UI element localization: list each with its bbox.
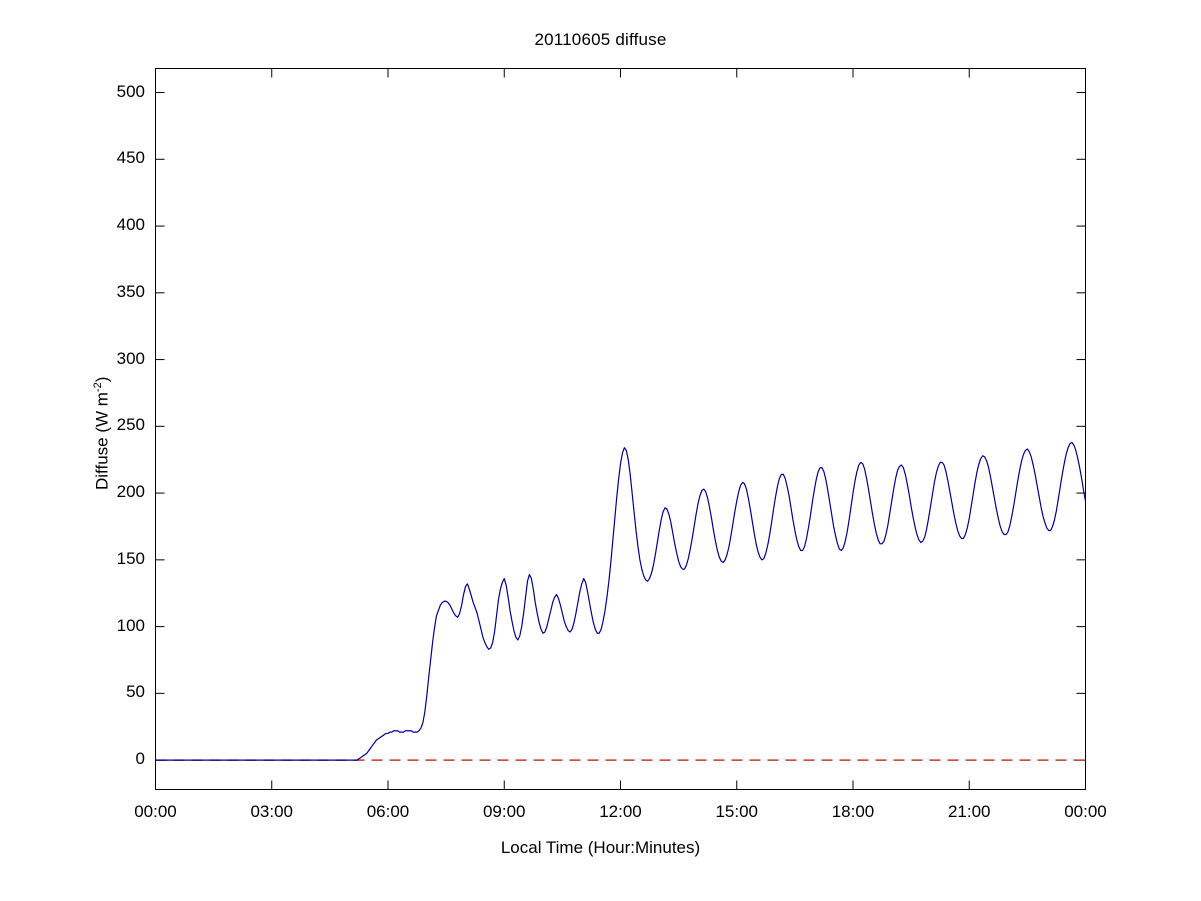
y-tick-label: 150 [116, 548, 145, 568]
y-axis-label-exponent: -2 [92, 382, 104, 393]
x-axis-label: Local Time (Hour:Minutes) [500, 838, 701, 857]
y-tick-label: 450 [116, 148, 145, 168]
y-axis-label-close: ) [92, 376, 112, 383]
x-tick-label: 18:00 [831, 802, 875, 821]
y-tick-label: 350 [116, 281, 145, 301]
y-axis-label: Diffuse (W m-2) [92, 377, 113, 490]
x-tick-label: 03:00 [250, 802, 294, 821]
x-tick-label: 21:00 [947, 802, 991, 821]
x-tick-marks [155, 68, 1086, 790]
x-tick-label: 12:00 [599, 802, 642, 821]
x-tick-label: 09:00 [482, 802, 526, 821]
y-axis-label-main: Diffuse (W m [92, 392, 112, 490]
y-tick-label: 300 [116, 348, 145, 368]
x-tick-label: 15:00 [715, 802, 759, 821]
x-tick-label: 00:00 [1064, 802, 1107, 821]
y-tick-marks [155, 92, 1086, 761]
x-tick-label: 00:00 [134, 802, 177, 821]
plot-svg [155, 68, 1086, 790]
chart-title: 20110605 diffuse [534, 30, 667, 49]
y-tick-label: 500 [116, 81, 145, 101]
y-tick-label: 100 [116, 615, 145, 635]
y-tick-label: 250 [116, 415, 145, 435]
diffuse-series-line [155, 441, 1086, 761]
axes-box [155, 68, 1086, 790]
y-tick-label: 400 [116, 215, 145, 235]
plot-area: 0 50 100 150 200 250 300 350 400 450 500 00:00 03:0… [117, 68, 1107, 821]
y-tick-label: 200 [116, 482, 145, 502]
x-tick-label: 06:00 [366, 802, 410, 821]
y-tick-label: 50 [126, 682, 145, 702]
y-tick-label: 0 [135, 749, 145, 769]
